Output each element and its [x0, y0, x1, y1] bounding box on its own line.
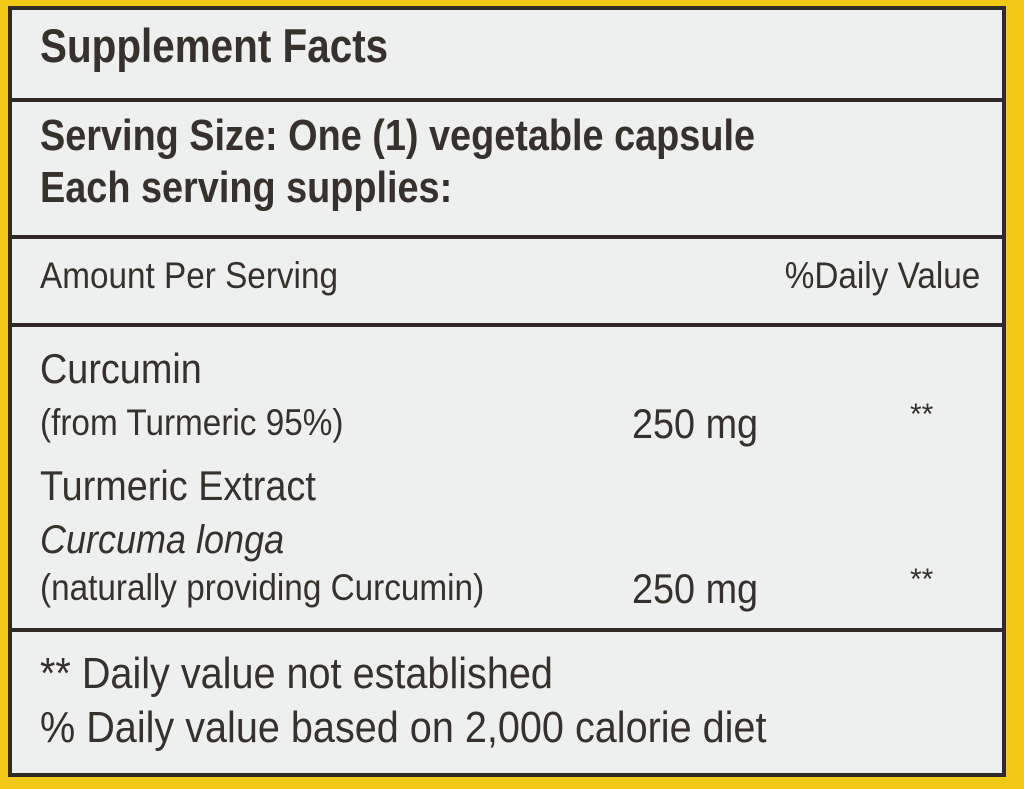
ingredient-name: Turmeric Extract [40, 462, 316, 509]
ingredient-detail: (naturally providing Curcumin) [40, 567, 485, 608]
divider [8, 628, 1006, 632]
ingredient-name: Curcumin [40, 345, 202, 392]
ingredient-detail: (from Turmeric 95%) [40, 402, 344, 443]
footnote: % Daily value based on 2,000 calorie die… [40, 703, 767, 752]
amount-per-serving-header: Amount Per Serving [40, 255, 338, 296]
ingredient-latin-name: Curcuma longa [40, 518, 285, 562]
divider [8, 323, 1006, 327]
serving-size: Serving Size: One (1) vegetable capsule [40, 111, 756, 160]
footnote: ** Daily value not established [40, 649, 553, 698]
panel-title: Supplement Facts [40, 19, 389, 72]
ingredient-dv: ** [910, 398, 934, 431]
divider [8, 235, 1006, 239]
supplement-facts-panel [8, 6, 1006, 777]
ingredient-amount: 250 mg [632, 565, 759, 612]
ingredient-amount: 250 mg [632, 400, 759, 447]
daily-value-header: %Daily Value [784, 255, 980, 296]
divider [8, 98, 1006, 102]
servings-note: Each serving supplies: [40, 163, 453, 212]
ingredient-dv: ** [910, 563, 934, 596]
